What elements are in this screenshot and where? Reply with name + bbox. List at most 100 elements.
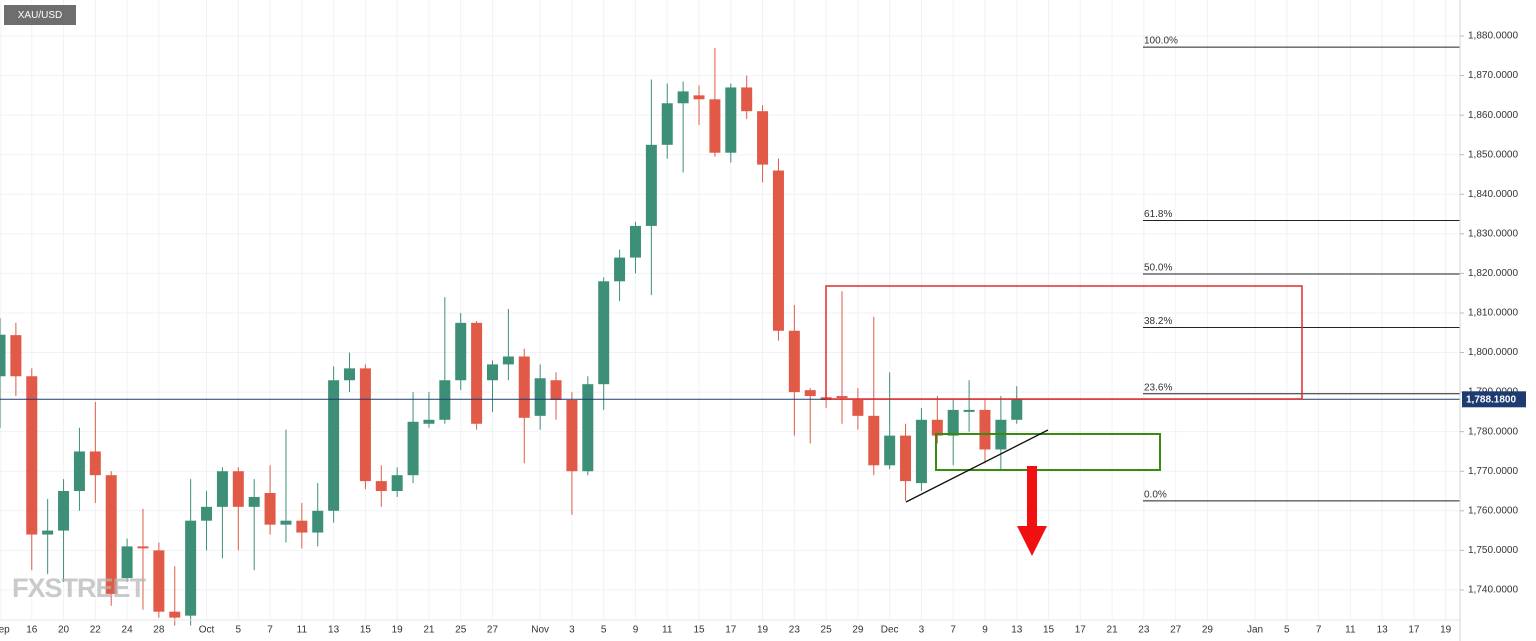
candle-body (709, 99, 721, 153)
y-tick-label: 1,870.0000 (1468, 70, 1518, 81)
candle-body (677, 91, 689, 104)
fib-label: 50.0% (1144, 263, 1172, 274)
candle-body (42, 530, 54, 535)
candle-body (598, 281, 610, 385)
candle-body (0, 334, 6, 377)
arrow-shaft (1027, 466, 1037, 528)
candle-body (312, 510, 324, 533)
x-tick-label: Sep (0, 625, 10, 636)
candle-body (772, 170, 784, 331)
x-tick-label: 25 (455, 625, 467, 636)
x-tick-label: 20 (58, 625, 70, 636)
candle-body (534, 378, 546, 416)
x-tick-label: 15 (693, 625, 705, 636)
candle-body (296, 520, 308, 533)
x-tick-label: 21 (423, 625, 435, 636)
x-tick-label: 3 (569, 625, 575, 636)
candle-body (979, 409, 991, 450)
fib-label: 23.6% (1144, 382, 1172, 393)
candle-body (264, 492, 276, 525)
last-price-box (1462, 391, 1526, 408)
candle-body (963, 409, 975, 412)
candle-body (423, 419, 435, 424)
x-tick-label: 7 (950, 625, 956, 636)
x-tick-label: 16 (26, 625, 38, 636)
candle-body (852, 400, 864, 416)
watermark: FXSTREET (12, 573, 147, 603)
x-tick-label: 21 (1107, 625, 1119, 636)
y-tick-label: 1,760.0000 (1468, 505, 1518, 516)
candle-body (502, 356, 514, 365)
candle-body (804, 390, 816, 397)
candle-body (931, 419, 943, 436)
candle-body (915, 419, 927, 484)
candle-body (884, 435, 896, 466)
candle-body (661, 103, 673, 145)
candle-body (614, 257, 626, 282)
x-tick-label: 23 (1138, 625, 1150, 636)
x-tick-label: 5 (601, 625, 607, 636)
candle-body (629, 225, 641, 258)
x-tick-label: 17 (1408, 625, 1420, 636)
x-tick-label: 11 (297, 625, 308, 636)
candle-body (232, 471, 244, 507)
fib-label: 0.0% (1144, 490, 1167, 501)
x-tick-label: 9 (633, 625, 639, 636)
x-tick-label: 25 (821, 625, 833, 636)
candle-body (566, 400, 578, 472)
x-tick-label: 24 (122, 625, 134, 636)
candle-body (486, 364, 498, 381)
candle-body (201, 506, 213, 521)
last-price-label: 1,788.1800 (1466, 394, 1516, 405)
x-tick-label: 15 (360, 625, 372, 636)
x-tick-label: 27 (1170, 625, 1182, 636)
candle-body (58, 491, 70, 531)
x-tick-label: 19 (757, 625, 769, 636)
candle-body (10, 335, 22, 377)
candle-body (757, 111, 769, 165)
candle-body (1011, 399, 1023, 420)
y-tick-label: 1,800.0000 (1468, 347, 1518, 358)
candle-body (471, 322, 483, 424)
candle-body (359, 368, 371, 482)
candle-body (947, 409, 959, 436)
x-tick-label: Jan (1247, 625, 1263, 636)
candle-body (73, 451, 85, 492)
x-tick-label: 19 (1440, 625, 1452, 636)
y-tick-label: 1,840.0000 (1468, 189, 1518, 200)
candle-body (582, 384, 594, 472)
x-tick-label: 27 (487, 625, 499, 636)
x-tick-label: 19 (392, 625, 404, 636)
candle-body (725, 87, 737, 153)
x-tick-label: 5 (236, 625, 242, 636)
annotations (825, 285, 1303, 556)
x-tick-label: 15 (1043, 625, 1055, 636)
x-tick-label: 11 (1345, 625, 1356, 636)
candle-body (407, 421, 419, 476)
x-tick-label: Nov (531, 625, 549, 636)
x-tick-label: 23 (789, 625, 801, 636)
candle-body (328, 380, 340, 511)
candle-body (518, 356, 530, 418)
y-tick-label: 1,880.0000 (1468, 31, 1518, 42)
fib-label: 61.8% (1144, 209, 1172, 220)
candle-body (169, 611, 181, 618)
x-tick-label: 9 (982, 625, 988, 636)
x-tick-label: Oct (199, 625, 215, 636)
candle-body (105, 475, 117, 594)
candle-body (741, 87, 753, 112)
x-tick-label: 3 (919, 625, 925, 636)
resistance-box (825, 285, 1303, 400)
candle-body (645, 144, 657, 226)
candle-body (280, 520, 292, 525)
candle-body (868, 415, 880, 466)
x-tick-label: 7 (267, 625, 273, 636)
candle-body (788, 330, 800, 393)
candle-body (391, 475, 403, 492)
candle-body (153, 550, 165, 612)
candle-body (344, 368, 356, 381)
fib-label: 100.0% (1144, 36, 1178, 47)
x-tick-label: 22 (90, 625, 102, 636)
candle-body (550, 380, 562, 401)
